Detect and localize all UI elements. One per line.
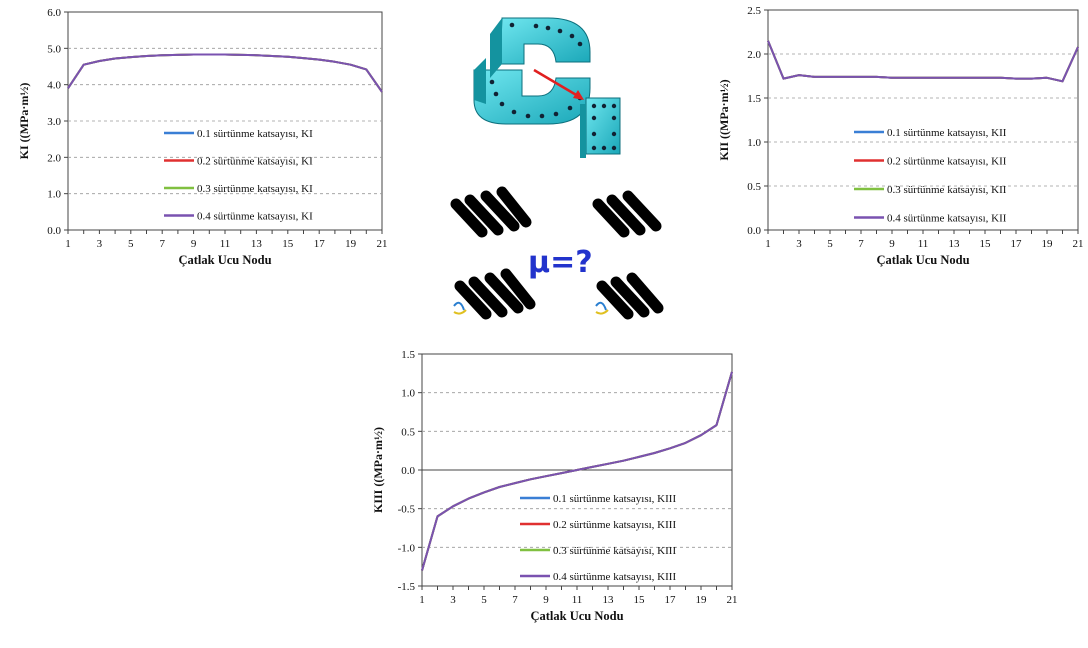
x-axis-label: Çatlak Ucu Nodu — [876, 253, 969, 267]
y-tick-label: 0.0 — [47, 225, 61, 237]
x-tick-label: 11 — [918, 238, 929, 250]
x-tick-label: 15 — [980, 238, 992, 250]
series-line-2 — [767, 40, 1079, 83]
friction-question-label: μ=? — [528, 245, 593, 280]
x-tick-label: 3 — [97, 238, 103, 250]
x-tick-label: 17 — [1011, 238, 1023, 250]
contact-surface-icon-bottom-right — [595, 272, 664, 320]
x-tick-label: 5 — [128, 238, 134, 250]
x-tick-label: 9 — [889, 238, 895, 250]
legend-entry-2: 0.2 sürtünme katsayısı, KI — [197, 156, 313, 168]
legend-entry-2: 0.2 sürtünme katsayısı, KII — [887, 156, 1007, 168]
series-line-2 — [421, 371, 733, 571]
x-tick-label: 9 — [543, 594, 549, 606]
y-tick-label: 1.5 — [747, 93, 761, 105]
x-tick-label: 17 — [665, 594, 677, 606]
y-tick-label: 6.0 — [47, 7, 61, 19]
x-tick-label: 3 — [796, 238, 802, 250]
series-line-1 — [67, 53, 383, 93]
x-axis-label: Çatlak Ucu Nodu — [530, 609, 623, 623]
kiii-chart: -1.5-1.0-0.50.00.51.01.51 3 5 7 9 11 13 15 17 19 2… — [371, 349, 738, 623]
x-tick-label: 5 — [827, 238, 833, 250]
legend-entry-2: 0.2 sürtünme katsayısı, KIII — [553, 519, 676, 531]
y-axis-label: KII ((MPa·m½) — [717, 79, 731, 160]
legend-entry-1: 0.1 sürtünme katsayısı, KII — [887, 127, 1007, 139]
x-tick-label: 9 — [191, 238, 197, 250]
y-tick-label: 0.0 — [747, 225, 761, 237]
legend-entry-1: 0.1 sürtünme katsayısı, KIII — [553, 493, 676, 505]
x-tick-label: 19 — [345, 238, 357, 250]
x-tick-label: 19 — [696, 594, 708, 606]
legend-entry-4: 0.4 sürtünme katsayısı, KI — [197, 211, 313, 223]
y-axis-label: KIII ((MPa·m½) — [371, 427, 385, 513]
x-tick-label: 11 — [220, 238, 231, 250]
series-line-3 — [767, 40, 1079, 83]
y-tick-label: 0.5 — [401, 426, 415, 438]
series-line-1 — [767, 40, 1079, 83]
x-tick-label: 7 — [159, 238, 165, 250]
y-tick-label: 2.5 — [747, 5, 761, 17]
x-tick-label: 1 — [65, 238, 71, 250]
x-tick-label: 5 — [481, 594, 487, 606]
legend-entry-3: 0.3 sürtünme katsayısı, KII — [887, 184, 1007, 196]
y-tick-label: 2.0 — [47, 152, 61, 164]
series-line-3 — [67, 53, 383, 93]
series-line-2 — [67, 53, 383, 93]
series-line-3 — [421, 371, 733, 571]
x-tick-label: 1 — [765, 238, 771, 250]
series-line-4 — [67, 53, 383, 93]
legend-entry-4: 0.4 sürtünme katsayısı, KII — [887, 213, 1007, 225]
y-tick-label: 1.0 — [401, 388, 415, 400]
y-tick-label: 0.0 — [401, 465, 415, 477]
x-tick-label: 1 — [419, 594, 425, 606]
y-tick-label: -1.0 — [398, 542, 416, 554]
x-tick-label: 7 — [858, 238, 864, 250]
y-tick-label: -0.5 — [398, 504, 416, 516]
series-line-4 — [767, 40, 1079, 83]
specimen-illustration: μ=? — [450, 17, 664, 320]
plot-frame — [767, 9, 1079, 231]
y-axis-label: KI ((MPa·m½) — [17, 83, 31, 160]
legend-entry-4: 0.4 sürtünme katsayısı, KIII — [553, 571, 676, 583]
x-tick-label: 13 — [949, 238, 961, 250]
legend-entry-3: 0.3 sürtünme katsayısı, KI — [197, 183, 313, 195]
legend-entry-3: 0.3 sürtünme katsayısı, KIII — [553, 545, 676, 557]
y-tick-label: 5.0 — [47, 43, 61, 55]
x-tick-label: 21 — [377, 238, 388, 250]
x-tick-label: 11 — [572, 594, 583, 606]
y-tick-label: 1.0 — [747, 137, 761, 149]
y-tick-label: 1.5 — [401, 349, 415, 361]
x-tick-label: 21 — [727, 594, 738, 606]
legend-entry-1: 0.1 sürtünme katsayısı, KI — [197, 128, 313, 140]
y-tick-label: 4.0 — [47, 80, 61, 92]
y-tick-label: 0.5 — [747, 181, 761, 193]
contact-surface-icon-top-left — [450, 186, 532, 238]
y-tick-label: -1.5 — [398, 581, 416, 593]
x-tick-label: 7 — [512, 594, 518, 606]
contact-surface-icon-bottom-left — [453, 268, 536, 320]
y-tick-label: 1.0 — [47, 189, 61, 201]
contact-surface-icon-top-right — [592, 190, 662, 238]
ki-chart: 0.01.02.03.04.05.06.01 3 5 7 9 11 13 15 17 19 21Ça… — [17, 7, 388, 267]
series-line-4 — [421, 371, 733, 571]
x-tick-label: 15 — [282, 238, 294, 250]
x-tick-label: 13 — [603, 594, 615, 606]
x-tick-label: 13 — [251, 238, 263, 250]
x-axis-label: Çatlak Ucu Nodu — [178, 253, 271, 267]
x-tick-label: 21 — [1073, 238, 1084, 250]
y-tick-label: 2.0 — [747, 49, 761, 61]
ct-specimen-icon — [473, 17, 621, 158]
y-tick-label: 3.0 — [47, 116, 61, 128]
x-tick-label: 3 — [450, 594, 456, 606]
x-tick-label: 19 — [1042, 238, 1054, 250]
x-tick-label: 17 — [314, 238, 326, 250]
kii-chart: 0.00.51.01.52.02.51 3 5 7 9 11 13 15 17 19 21Çatla… — [717, 5, 1084, 267]
series-line-1 — [421, 371, 733, 571]
x-tick-label: 15 — [634, 594, 646, 606]
